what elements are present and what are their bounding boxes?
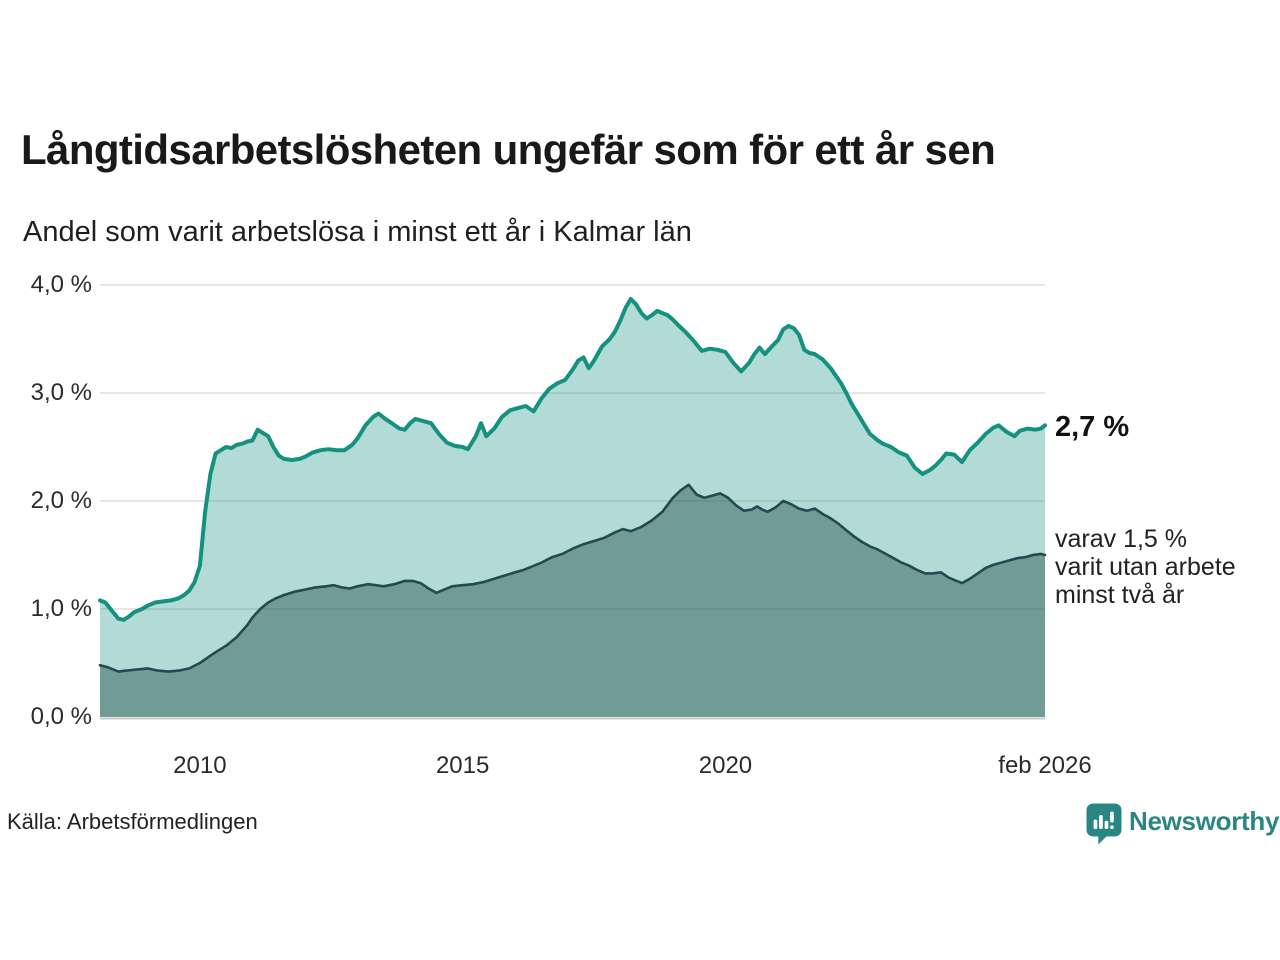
y-tick-label: 4,0 %	[30, 271, 92, 298]
y-tick-label: 0,0 %	[30, 703, 92, 730]
x-tick-label: 2015	[435, 752, 490, 779]
y-tick-label: 2,0 %	[30, 487, 92, 514]
x-tick-label: feb 2026	[998, 752, 1092, 779]
source-attribution: Källa: Arbetsförmedlingen	[7, 809, 258, 834]
x-axis-tick-labels: 2010 2015 2020 feb 2026	[0, 752, 1280, 782]
page-subtitle: Andel som varit arbetslösa i minst ett å…	[23, 216, 692, 248]
x-tick-label: 2020	[698, 752, 753, 779]
line-unemployed-one-year	[98, 297, 1047, 622]
end-value-label-total: 2,7 %	[1055, 411, 1130, 443]
area-fill-unemployed-two-years	[100, 484, 1045, 717]
x-tick-label: 2010	[173, 752, 227, 779]
newsworthy-logo-icon	[1086, 803, 1122, 845]
gridlines	[100, 284, 1045, 610]
end-value-label-two-years: varav 1,5 % varit utan arbete minst två …	[1055, 525, 1236, 609]
newsworthy-branding: Newsworthy	[1086, 803, 1279, 847]
y-axis-tick-labels: 0,0 % 1,0 % 2,0 % 3,0 % 4,0 %	[0, 0, 92, 960]
y-tick-label: 3,0 %	[30, 379, 92, 406]
newsworthy-logo-text: Newsworthy	[1129, 806, 1280, 836]
two-year-label-line1: varav 1,5 %	[1055, 525, 1188, 553]
two-year-label-line2: varit utan arbete	[1055, 553, 1236, 581]
two-year-label-line3: minst två år	[1055, 581, 1185, 609]
area-fill-unemployed-one-year	[100, 299, 1045, 717]
y-tick-label: 1,0 %	[30, 595, 92, 622]
page-title: Långtidsarbetslösheten ungefär som för e…	[21, 126, 996, 173]
line-unemployed-two-years	[98, 483, 1047, 673]
